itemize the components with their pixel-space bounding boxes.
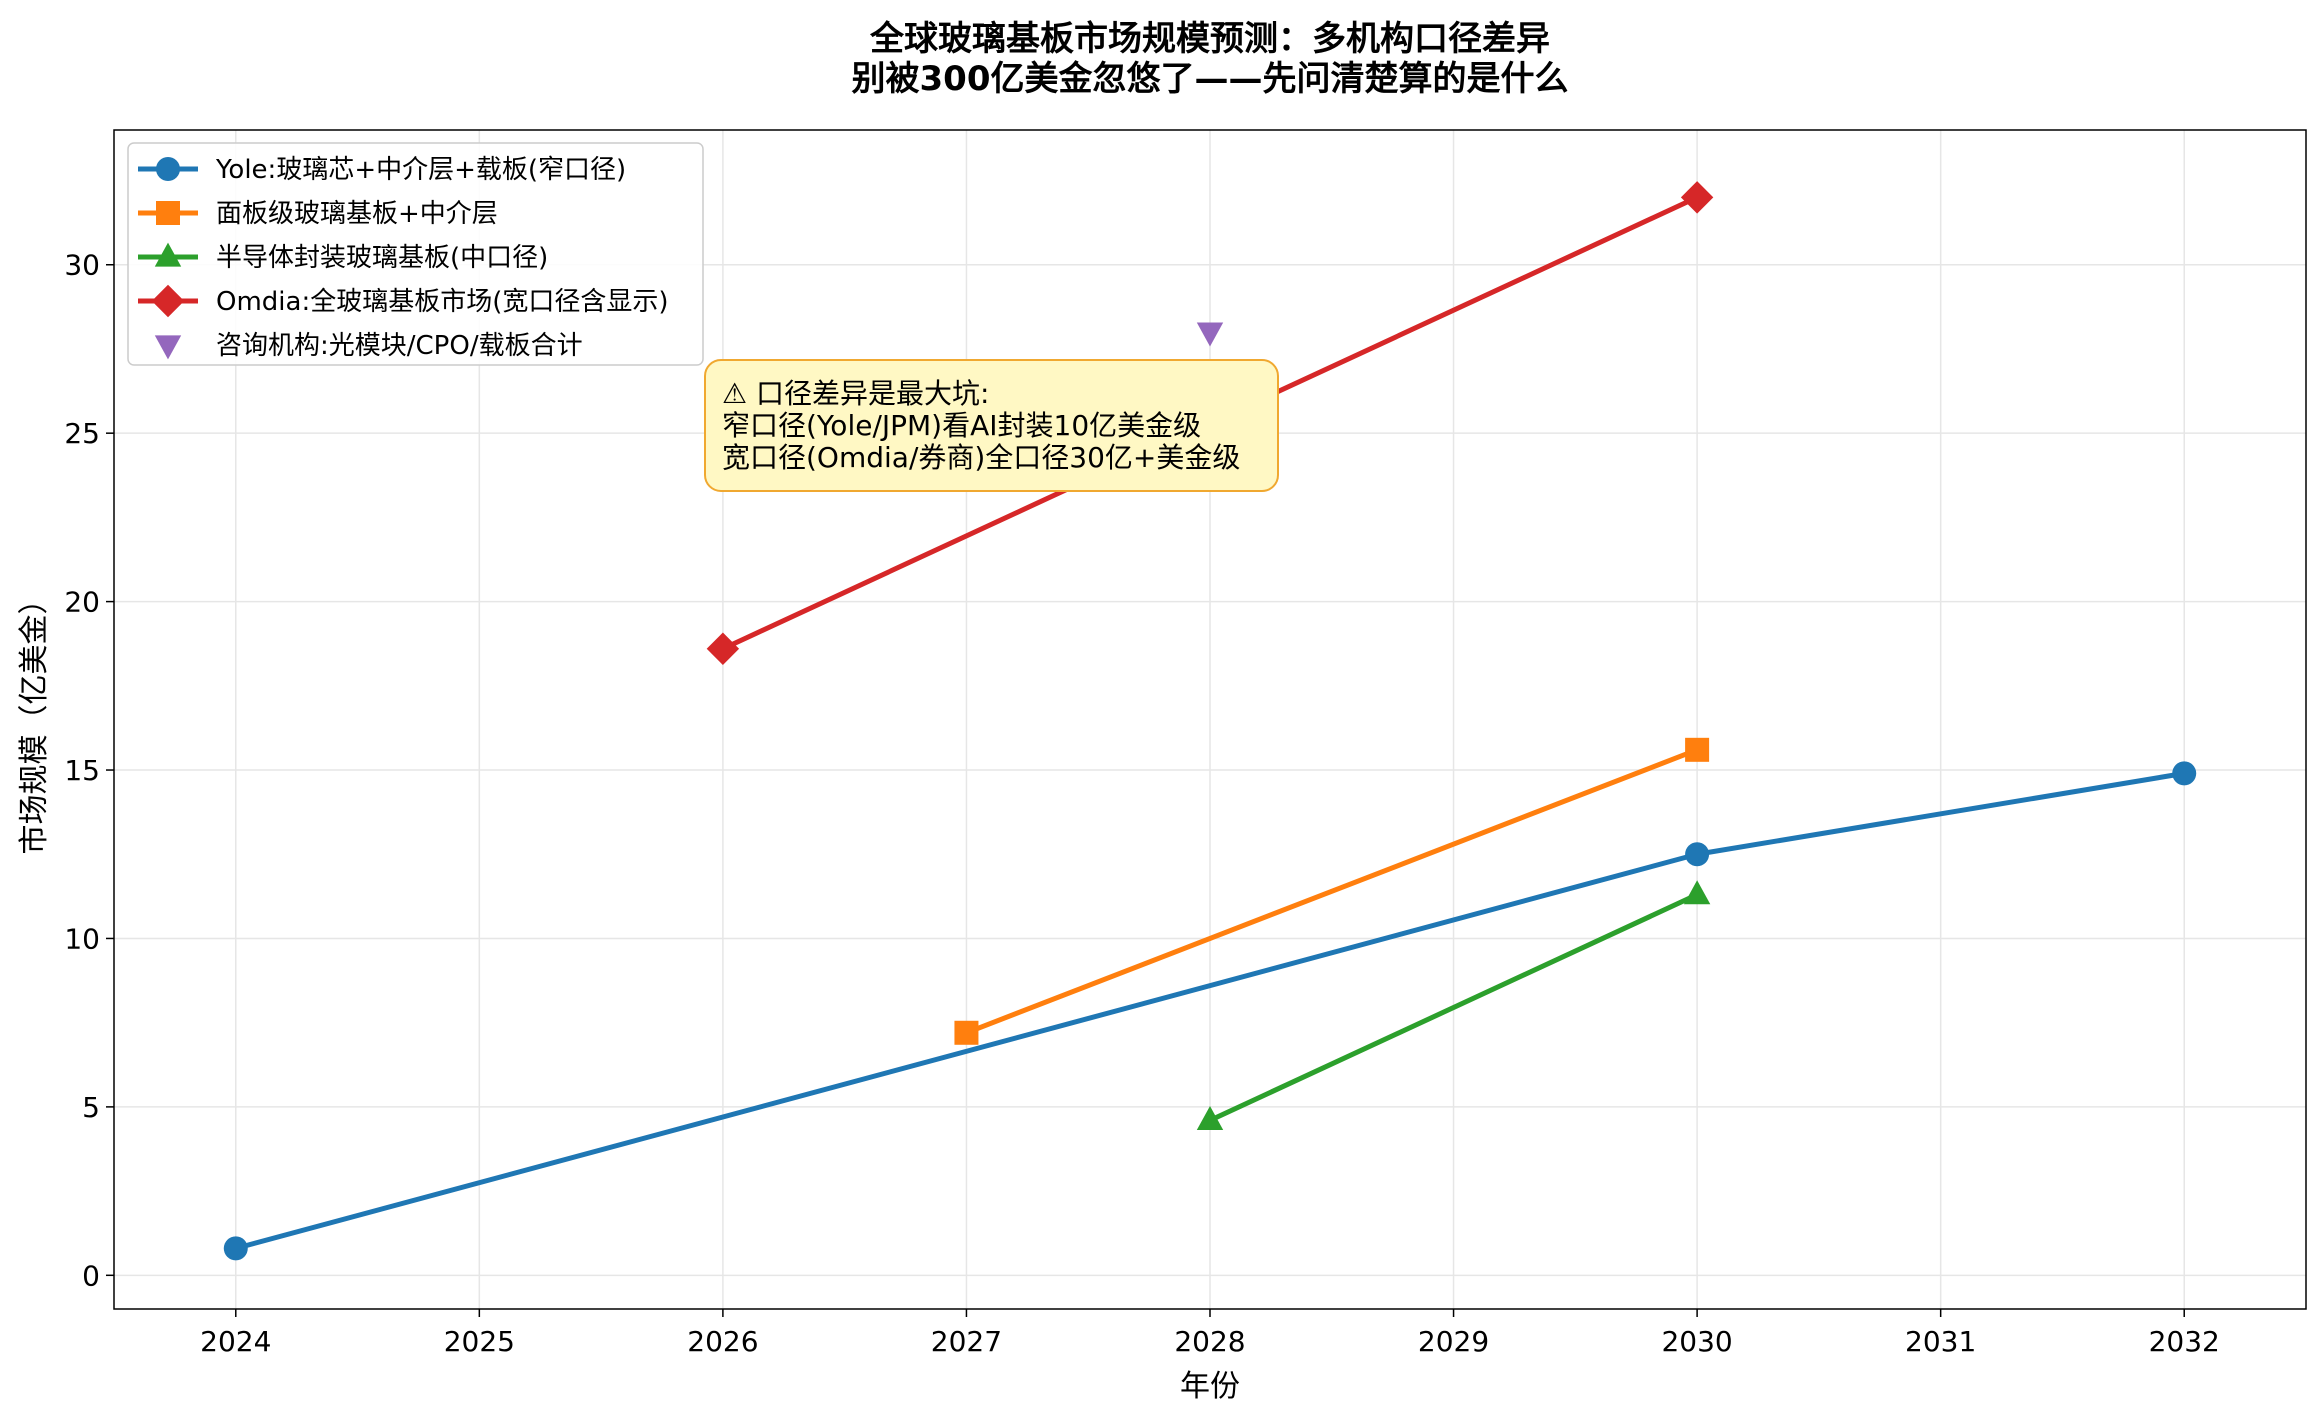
axes: 2024 2025 2026 2027 2028 2029 2030 2031 20320510… [64,129,2307,1358]
annotation-line-2: 窄口径(Yole/JPM)看AI封装10亿美金级 [722,409,1201,442]
annotation-line-1: ⚠ 口径差异是最大坑: [722,377,989,410]
x-axis-label: 年份 [1180,1369,1240,1404]
x-tick-label: 2029 [1418,1325,1489,1358]
series-3 [1196,880,1711,1130]
legend-entry-2: 面板级玻璃基板+中介层 [138,199,498,229]
annotation-line-3: 宽口径(Omdia/券商)全口径30亿+美金级 [722,441,1240,474]
series-1-point-2 [1685,842,1710,867]
y-tick-label: 10 [64,922,100,955]
y-tick-label: 15 [64,754,100,787]
series-4-point-1 [706,632,740,665]
series-4-point-2 [1680,181,1714,214]
chart-title-line-1: 全球玻璃基板市场规模预测：多机构口径差异 [869,19,1550,59]
series-3-line [1207,892,1700,1123]
y-tick-label: 5 [82,1091,100,1124]
plot-frame [113,129,2307,1310]
series-1 [223,761,2197,1261]
series-1-point-3 [2172,761,2197,786]
y-tick-label: 0 [82,1259,100,1292]
y-tick-label: 30 [64,249,100,282]
series-5 [1196,322,1224,347]
series-2 [954,737,1710,1045]
series-3-point-1 [1196,1105,1224,1130]
x-tick-label: 2031 [1905,1325,1976,1358]
legend-entry-1: Yole:玻璃芯+中介层+载板(窄口径) [138,155,626,185]
legend-entry-3: 半导体封装玻璃基板(中口径) [138,242,548,273]
series-2-point-2 [1685,737,1710,762]
x-tick-label: 2028 [1174,1325,1245,1358]
x-tick-label: 2027 [931,1325,1002,1358]
legend-frame [127,142,704,366]
series-2-line [963,747,1700,1036]
legend-marker-5 [154,335,182,360]
legend-marker-3 [154,242,182,267]
annotation-background [704,359,1279,492]
annotation-box: ⚠ 口径差异是最大坑: 窄口径(Yole/JPM)看AI封装10亿美金级 宽口径… [704,359,1279,492]
x-tick-label: 2026 [687,1325,758,1358]
series-5-point-1 [1196,322,1224,347]
legend-label-1: Yole:玻璃芯+中介层+载板(窄口径) [215,155,626,185]
legend-marker-4 [151,284,185,318]
chart-title-line-2: 别被300亿美金忽悠了——先问清楚算的是什么 [852,59,1569,99]
legend-entry-4: Omdia:全玻璃基板市场(宽口径含显示) [138,284,669,318]
legend-marker-1 [156,157,180,181]
y-tick-label: 20 [64,586,100,619]
y-axis-label: 市场规模（亿美金） [17,585,52,855]
legend-label-5: 咨询机构:光模块/CPO/载板合计 [216,331,583,361]
legend-label-4: Omdia:全玻璃基板市场(宽口径含显示) [216,287,669,317]
x-tick-label: 2030 [1661,1325,1732,1358]
legend-marker-2 [156,201,180,225]
x-tick-label: 2032 [2149,1325,2220,1358]
series-2-point-1 [954,1020,979,1045]
x-tick-label: 2024 [200,1325,271,1358]
legend-label-2: 面板级玻璃基板+中介层 [216,199,498,229]
legend-label-3: 半导体封装玻璃基板(中口径) [216,243,548,273]
series-1-point-1 [223,1236,248,1261]
series-3-point-2 [1683,880,1711,905]
legend: Yole:玻璃芯+中介层+载板(窄口径) 面板级玻璃基板+中介层半导体封装玻璃基板… [127,142,704,366]
x-tick-label: 2025 [444,1325,515,1358]
y-tick-label: 25 [64,417,100,450]
legend-entry-5: 咨询机构:光模块/CPO/载板合计 [154,331,583,361]
